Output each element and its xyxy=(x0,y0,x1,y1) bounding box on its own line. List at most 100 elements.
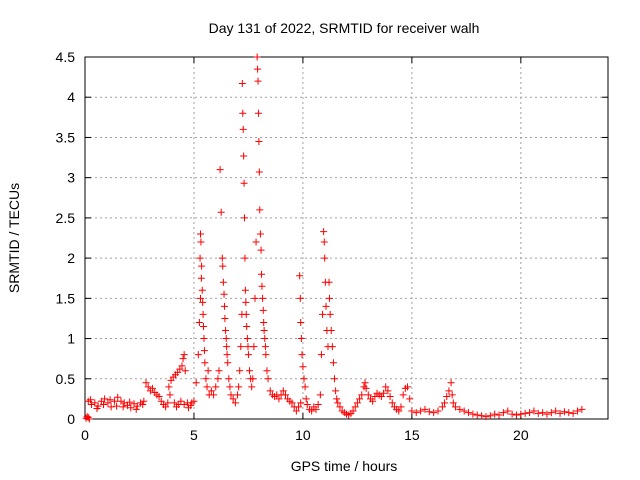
data-point xyxy=(240,179,248,187)
data-point xyxy=(512,411,520,419)
data-point xyxy=(251,294,259,302)
data-point xyxy=(443,392,451,400)
data-point xyxy=(573,407,581,415)
data-point xyxy=(275,395,283,403)
data-point xyxy=(117,397,125,405)
data-point xyxy=(254,65,262,73)
data-point xyxy=(188,399,196,407)
data-point xyxy=(296,272,304,280)
data-point xyxy=(369,397,377,405)
data-point xyxy=(199,310,207,318)
data-point xyxy=(334,399,342,407)
data-point xyxy=(521,409,529,417)
data-point xyxy=(181,367,189,375)
data-point xyxy=(539,409,547,417)
data-point xyxy=(197,274,205,282)
data-point xyxy=(358,391,366,399)
data-point xyxy=(242,310,250,318)
y-tick-label: 2.5 xyxy=(56,210,76,226)
data-point xyxy=(460,407,468,415)
data-point xyxy=(253,53,261,61)
data-point xyxy=(417,407,425,415)
data-point xyxy=(204,367,212,375)
data-point xyxy=(239,125,247,133)
data-point xyxy=(425,408,433,416)
data-point xyxy=(222,335,230,343)
data-point xyxy=(101,395,109,403)
data-point xyxy=(227,391,235,399)
data-point xyxy=(495,411,503,419)
data-point xyxy=(322,302,330,310)
data-point xyxy=(327,327,335,335)
data-point xyxy=(292,407,300,415)
data-point xyxy=(362,384,370,392)
data-point xyxy=(164,399,172,407)
data-point xyxy=(85,415,93,423)
data-point xyxy=(244,351,252,359)
data-point xyxy=(200,322,208,330)
data-point xyxy=(560,408,568,416)
data-point xyxy=(254,109,262,117)
data-point xyxy=(297,335,305,343)
data-point xyxy=(212,383,220,391)
axes: 0 0.5 1 1.5 2 2.5 3 3.5 4 4.5 0 5 10 15 20 xyxy=(56,49,609,443)
data-point xyxy=(262,351,270,359)
data-point xyxy=(254,77,262,85)
data-point xyxy=(106,396,114,404)
data-point xyxy=(397,403,405,411)
data-point xyxy=(565,409,573,417)
data-point xyxy=(288,399,296,407)
data-point xyxy=(434,407,442,415)
data-point xyxy=(316,391,324,399)
data-point xyxy=(180,351,188,359)
data-point xyxy=(258,282,266,290)
data-point xyxy=(349,407,357,415)
data-point xyxy=(180,401,188,409)
data-point xyxy=(114,393,122,401)
data-point xyxy=(388,399,396,407)
data-point xyxy=(530,407,538,415)
data-point xyxy=(319,310,327,318)
data-point xyxy=(258,270,266,278)
data-point xyxy=(107,403,115,411)
data-point xyxy=(203,383,211,391)
y-tick-label: 4 xyxy=(67,89,75,105)
data-point xyxy=(196,230,204,238)
data-point xyxy=(177,397,185,405)
data-point xyxy=(302,395,310,403)
data-point xyxy=(353,399,361,407)
data-point xyxy=(279,387,287,395)
data-point xyxy=(199,298,207,306)
data-point xyxy=(408,407,416,415)
data-point xyxy=(451,403,459,411)
data-point xyxy=(382,383,390,391)
data-point xyxy=(238,80,246,88)
data-point xyxy=(241,214,249,222)
data-point xyxy=(244,343,252,351)
data-point xyxy=(119,403,127,411)
data-point xyxy=(547,409,555,417)
y-tick-label: 2 xyxy=(67,250,75,266)
data-point xyxy=(447,379,455,387)
data-point xyxy=(333,395,341,403)
data-point xyxy=(210,391,218,399)
y-tick-label: 1.5 xyxy=(56,290,76,306)
data-point xyxy=(196,254,204,262)
data-point xyxy=(445,387,453,395)
data-point xyxy=(325,278,333,286)
data-point xyxy=(320,238,328,246)
data-point xyxy=(149,384,157,392)
data-point xyxy=(556,409,564,417)
data-point xyxy=(127,404,135,412)
data-point xyxy=(508,410,516,418)
data-point xyxy=(241,254,249,262)
data-point xyxy=(234,391,242,399)
x-tick-label: 10 xyxy=(295,427,311,443)
data-point xyxy=(321,254,329,262)
data-point xyxy=(88,401,96,409)
data-point xyxy=(248,383,256,391)
data-point xyxy=(430,409,438,417)
data-point xyxy=(473,411,481,419)
data-point xyxy=(226,383,234,391)
data-point xyxy=(255,137,263,145)
